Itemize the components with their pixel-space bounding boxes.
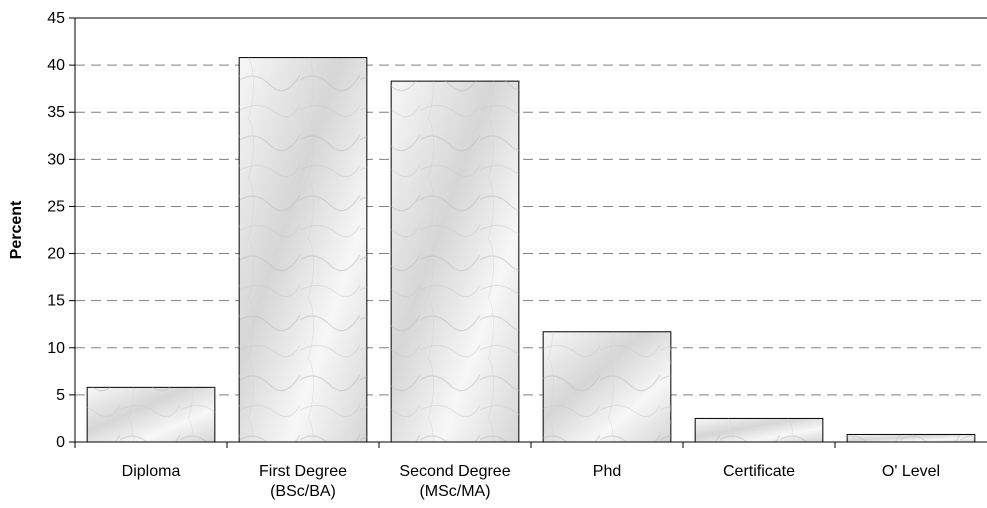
y-axis-title: Percent [8,200,25,259]
x-tick-label: Diploma [122,463,181,480]
y-tick-label: 5 [56,387,65,404]
bar-texture [543,331,671,442]
y-tick-label: 20 [47,246,65,263]
bar-texture [695,418,823,442]
bar [694,417,824,443]
gridlines [75,17,987,396]
x-tick-label: Second Degree (MSc/MA) [399,463,510,500]
y-tick-label: 45 [47,10,65,27]
bar [86,386,216,443]
y-tick-label: 15 [47,293,65,310]
bar [238,57,368,443]
y-tick-label: 35 [47,104,65,121]
bar [846,433,976,443]
y-tick-labels: 0 5 10 15 20 25 30 35 40 45 [47,10,65,451]
y-tick-label: 10 [47,340,65,357]
y-tick-label: 40 [47,57,65,74]
x-tick-label: Certificate [723,463,795,480]
bar [390,80,520,443]
bar [542,331,672,443]
bar-texture [391,81,519,442]
axes [69,17,987,448]
bar-texture [847,434,975,442]
y-tick-label: 0 [56,434,65,451]
y-tick-label: 25 [47,198,65,215]
x-tick-label: Phd [593,463,621,480]
x-tick-label: O' Level [882,463,940,480]
bar-texture [239,57,367,442]
x-tick-label: First Degree (BSc/BA) [259,463,347,500]
bar-texture [87,387,215,442]
bars [86,57,976,443]
x-tick-labels: Diploma First Degree (BSc/BA) Second Degree… [122,463,940,500]
y-tick-label: 30 [47,151,65,168]
